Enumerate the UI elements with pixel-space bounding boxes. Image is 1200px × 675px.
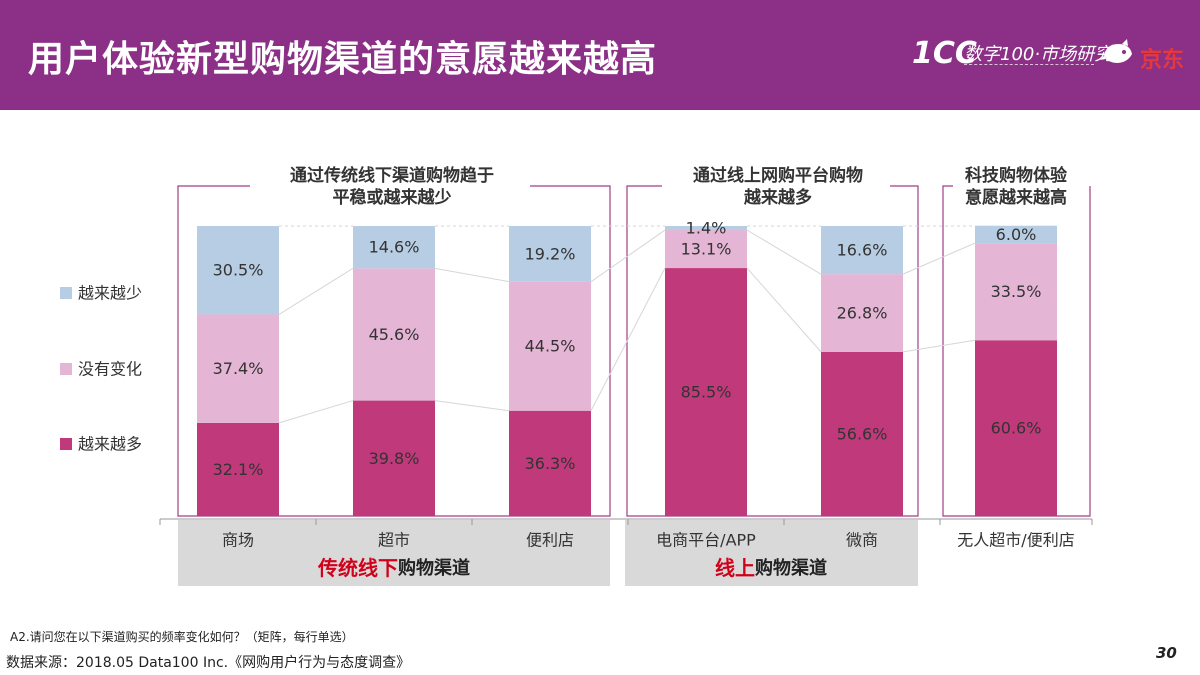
data-label-4-same: 13.1% [681, 240, 732, 259]
bar-1-less [197, 226, 279, 315]
bar-4-less [665, 226, 747, 231]
jd-logo-text: 京东 [1140, 48, 1185, 73]
legend-label-less: 越来越少 [78, 284, 142, 303]
brand-logos: 1CC 数字100·市场研究 京东 [912, 36, 1192, 76]
bar-6-less [975, 225, 1057, 244]
channel-band-highlight-2: 线上 [715, 556, 755, 580]
bar-5-more [821, 351, 903, 516]
group-heading-1-line-1: 通过传统线下渠道购物趋于 [290, 165, 494, 186]
data-label-2-same: 45.6% [369, 325, 420, 344]
bar-2-same [353, 268, 435, 401]
legend-swatch-same [60, 363, 72, 375]
data-label-1-less: 30.5% [213, 261, 264, 280]
data-label-5-more: 56.6% [837, 424, 888, 443]
group-frame-3 [942, 185, 1091, 517]
bar-4-same [665, 230, 747, 269]
brand-underline [964, 64, 1094, 68]
category-label-2: 超市 [378, 531, 410, 550]
data-label-5-same: 26.8% [837, 304, 888, 323]
legend-swatch-more [60, 438, 72, 450]
group-heading-3-line-2: 意愿越来越高 [965, 187, 1067, 208]
header-banner: 用户体验新型购物渠道的意愿越来越高 1CC 数字100·市场研究 京东 [0, 0, 1200, 110]
legend-label-more: 越来越多 [78, 435, 142, 454]
data100-logo: 1CC [912, 36, 977, 71]
channel-band-rest-2: 购物渠道 [755, 557, 827, 579]
jd-dog-icon [1100, 39, 1132, 63]
category-label-5: 微商 [846, 531, 878, 550]
bar-6-same [975, 243, 1057, 341]
bar-1-more [197, 422, 279, 516]
data-label-6-less: 6.0% [996, 225, 1037, 244]
data-label-3-less: 19.2% [525, 244, 576, 263]
group-heading-2-line-2: 越来越多 [743, 187, 812, 208]
connector-1-same [278, 267, 354, 315]
data-label-4-more: 85.5% [681, 383, 732, 402]
data-label-4-less: 1.4% [686, 219, 727, 238]
channel-band-1 [178, 520, 610, 586]
data-source: 数据来源：2018.05 Data100 Inc.《网购用户行为与态度调查》 [6, 655, 411, 671]
connector-2-more [434, 400, 510, 412]
category-label-1: 商场 [222, 531, 254, 550]
connector-5-more [902, 339, 976, 353]
data-label-2-more: 39.8% [369, 449, 420, 468]
data-label-3-same: 44.5% [525, 337, 576, 356]
bar-1-same [197, 314, 279, 423]
channel-band-rest-1: 购物渠道 [398, 557, 470, 579]
question-footnote: A2.请问您在以下渠道购买的频率变化如何？（矩阵，每行单选） [10, 630, 354, 644]
connector-2-same [434, 267, 510, 283]
bar-3-more [509, 410, 591, 516]
legend-swatch-less [60, 287, 72, 299]
connector-3-more [590, 267, 666, 411]
data-label-5-less: 16.6% [837, 241, 888, 260]
connector-4-more [746, 267, 822, 353]
category-label-3: 便利店 [526, 531, 574, 550]
group-heading-3-line-1: 科技购物体验 [965, 165, 1068, 186]
data-label-1-same: 37.4% [213, 359, 264, 378]
connector-4-same [746, 229, 822, 275]
connector-3-same [590, 229, 666, 283]
legend-label-same: 没有变化 [78, 360, 142, 379]
channel-band-label-2: 线上购物渠道 [715, 556, 827, 580]
bar-2-less [353, 226, 435, 269]
data-label-6-more: 60.6% [991, 419, 1042, 438]
channel-band-2 [625, 520, 918, 586]
group-heading-2-line-1: 通过线上网购平台购物 [693, 165, 863, 186]
bar-3-same [509, 281, 591, 411]
group-frame-2 [626, 185, 919, 517]
data-label-6-same: 33.5% [991, 282, 1042, 301]
bar-4-more [665, 268, 747, 516]
channel-band-label-1: 传统线下购物渠道 [317, 556, 470, 580]
category-label-4: 电商平台/APP [656, 531, 756, 550]
group-heading-1-line-2: 平稳或越来越少 [333, 187, 452, 208]
bar-3-less [509, 226, 591, 282]
category-label-6: 无人超市/便利店 [957, 531, 1074, 550]
data-label-3-more: 36.3% [525, 454, 576, 473]
channel-band-highlight-1: 传统线下 [317, 556, 398, 580]
connector-5-same [902, 242, 976, 275]
data-label-2-less: 14.6% [369, 238, 420, 257]
bar-5-same [821, 274, 903, 352]
bar-2-more [353, 400, 435, 516]
bar-6-more [975, 340, 1057, 516]
data-label-1-more: 32.1% [213, 460, 264, 479]
page-title: 用户体验新型购物渠道的意愿越来越高 [28, 39, 658, 80]
page-number: 30 [1156, 644, 1177, 662]
bar-5-less [821, 226, 903, 275]
connector-1-more [278, 400, 354, 424]
data100-brand-text: 数字100·市场研究 [964, 44, 1113, 65]
